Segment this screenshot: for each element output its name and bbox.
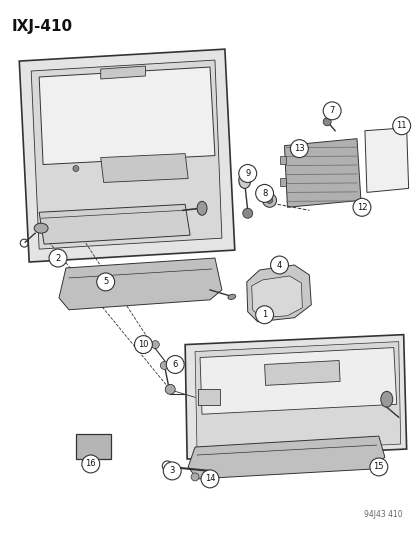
Circle shape bbox=[238, 165, 256, 182]
Polygon shape bbox=[364, 128, 408, 192]
Circle shape bbox=[201, 470, 218, 488]
Text: 13: 13 bbox=[293, 144, 304, 153]
Polygon shape bbox=[39, 204, 190, 244]
Text: 11: 11 bbox=[396, 121, 406, 130]
Circle shape bbox=[392, 117, 410, 135]
Text: 94J43 410: 94J43 410 bbox=[363, 510, 402, 519]
Circle shape bbox=[191, 473, 199, 481]
Polygon shape bbox=[199, 348, 396, 414]
Circle shape bbox=[262, 193, 276, 207]
Polygon shape bbox=[59, 258, 221, 310]
Polygon shape bbox=[39, 67, 214, 165]
Text: 15: 15 bbox=[373, 463, 383, 472]
Circle shape bbox=[97, 273, 114, 291]
Ellipse shape bbox=[380, 391, 392, 407]
Circle shape bbox=[151, 341, 159, 349]
Text: 10: 10 bbox=[138, 340, 148, 349]
Circle shape bbox=[166, 356, 184, 374]
Text: 1: 1 bbox=[261, 310, 266, 319]
Circle shape bbox=[323, 102, 340, 120]
Circle shape bbox=[134, 336, 152, 353]
Circle shape bbox=[323, 118, 330, 126]
Ellipse shape bbox=[197, 201, 206, 215]
Polygon shape bbox=[264, 360, 339, 385]
Text: 4: 4 bbox=[276, 261, 281, 270]
Text: IXJ-410: IXJ-410 bbox=[11, 19, 72, 34]
Ellipse shape bbox=[238, 173, 250, 188]
Text: 8: 8 bbox=[261, 189, 267, 198]
Text: 3: 3 bbox=[169, 466, 175, 475]
Polygon shape bbox=[185, 335, 406, 459]
Circle shape bbox=[49, 249, 67, 267]
Polygon shape bbox=[100, 66, 145, 79]
FancyBboxPatch shape bbox=[279, 179, 286, 187]
Polygon shape bbox=[195, 342, 400, 454]
Polygon shape bbox=[251, 276, 301, 318]
Circle shape bbox=[160, 361, 168, 369]
Text: 14: 14 bbox=[204, 474, 215, 483]
Ellipse shape bbox=[34, 223, 48, 233]
Circle shape bbox=[255, 306, 273, 324]
Polygon shape bbox=[76, 434, 110, 459]
Text: 16: 16 bbox=[85, 459, 96, 469]
FancyBboxPatch shape bbox=[197, 389, 219, 405]
Ellipse shape bbox=[228, 294, 235, 300]
Circle shape bbox=[352, 198, 370, 216]
Polygon shape bbox=[284, 139, 360, 207]
Circle shape bbox=[255, 184, 273, 203]
Circle shape bbox=[266, 197, 272, 203]
Circle shape bbox=[163, 462, 181, 480]
Text: 9: 9 bbox=[244, 169, 250, 178]
Polygon shape bbox=[188, 436, 384, 479]
Circle shape bbox=[165, 384, 175, 394]
Circle shape bbox=[242, 208, 252, 218]
FancyBboxPatch shape bbox=[279, 156, 286, 164]
Text: 2: 2 bbox=[55, 254, 60, 263]
Circle shape bbox=[73, 166, 78, 172]
Circle shape bbox=[290, 140, 308, 158]
Polygon shape bbox=[31, 60, 221, 249]
Circle shape bbox=[270, 256, 288, 274]
Circle shape bbox=[369, 458, 387, 476]
Text: 6: 6 bbox=[172, 360, 178, 369]
Text: 7: 7 bbox=[329, 106, 334, 115]
Polygon shape bbox=[19, 49, 234, 262]
Text: 12: 12 bbox=[356, 203, 366, 212]
Polygon shape bbox=[100, 154, 188, 182]
Polygon shape bbox=[246, 265, 311, 322]
Circle shape bbox=[82, 455, 100, 473]
Text: 5: 5 bbox=[103, 277, 108, 286]
